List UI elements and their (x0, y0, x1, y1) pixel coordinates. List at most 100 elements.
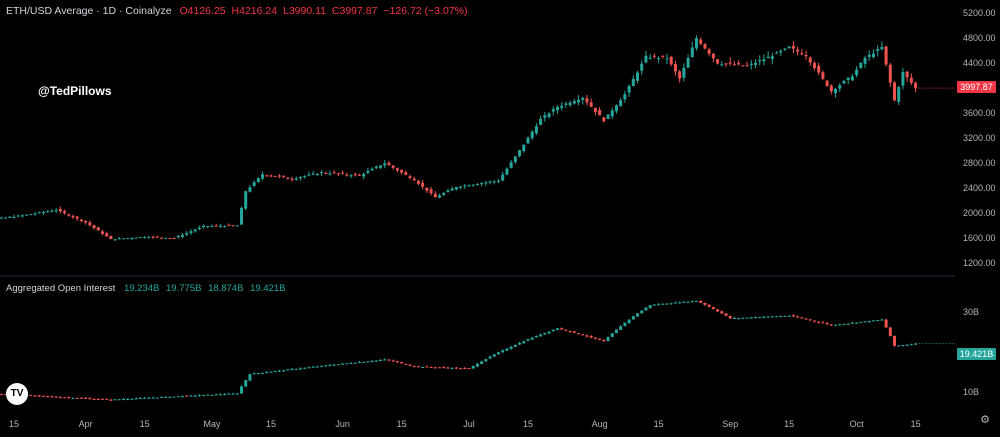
time-axis-label: Sep (722, 419, 738, 429)
price-candle (530, 131, 534, 139)
price-candle (400, 170, 404, 173)
price-candle (623, 94, 627, 100)
oi-candle (227, 393, 231, 395)
oi-candle (223, 394, 227, 396)
oi-candle (46, 396, 50, 398)
price-candle (58, 208, 62, 212)
high-value: H4216.24 (231, 5, 278, 17)
price-candle (357, 174, 361, 176)
price-axis-label: 4400.00 (963, 58, 996, 68)
price-candle (707, 49, 711, 54)
oi-candle (496, 352, 500, 355)
oi-candle (265, 372, 269, 374)
oi-candle (829, 324, 833, 326)
price-candle (33, 213, 37, 215)
price-candle (614, 105, 618, 112)
oi-candle (404, 363, 408, 365)
price-candle (838, 85, 842, 89)
symbol-title[interactable]: ETH/USD Average · 1D · Coinalyze (6, 5, 172, 17)
price-candle (109, 235, 113, 240)
oi-candle (783, 315, 787, 317)
oi-legend: Aggregated Open Interest 19.234B 19.775B… (6, 283, 286, 294)
tradingview-logo-icon[interactable]: TV (6, 383, 28, 405)
price-candle (155, 236, 159, 238)
oi-candle (298, 368, 302, 370)
price-candle (277, 175, 281, 177)
oi-candle (568, 330, 572, 332)
price-candle (737, 63, 741, 65)
price-candle (454, 187, 458, 190)
price-candle (817, 65, 821, 73)
oi-candle (130, 398, 134, 400)
oi-candle (711, 307, 715, 310)
price-candle (640, 63, 644, 71)
time-axis-label: 15 (9, 419, 19, 429)
oi-candle (138, 397, 142, 399)
price-candle (804, 55, 808, 57)
oi-candle (442, 367, 446, 369)
oi-candle (707, 304, 711, 307)
price-candle (206, 226, 210, 228)
oi-candle (593, 337, 597, 339)
price-candle (4, 217, 8, 219)
oi-candle (758, 317, 762, 319)
price-candle (800, 53, 804, 55)
oi-candle (640, 310, 644, 314)
price-candle (825, 80, 829, 86)
price-candle (88, 222, 92, 226)
oi-candle (560, 328, 564, 330)
price-candle (159, 237, 163, 239)
oi-title[interactable]: Aggregated Open Interest (6, 283, 116, 294)
oi-candle (644, 307, 648, 311)
oi-candle (176, 396, 180, 398)
price-candle (248, 187, 252, 192)
price-candle (880, 46, 884, 50)
price-candle (218, 225, 222, 227)
oi-candle (749, 317, 753, 319)
oi-candle (791, 315, 795, 317)
price-candle (808, 57, 812, 63)
oi-candle (113, 399, 117, 401)
oi-candle (690, 301, 694, 303)
oi-candle (324, 365, 328, 367)
price-axis-label: 3600.00 (963, 108, 996, 118)
oi-candle (488, 356, 492, 359)
oi-candle (695, 300, 699, 302)
time-axis-label: 15 (140, 419, 150, 429)
price-candle (829, 85, 833, 92)
oi-candle (240, 386, 244, 394)
gear-icon[interactable]: ⚙ (980, 414, 990, 426)
oi-candle (509, 346, 513, 349)
price-candle (383, 163, 387, 166)
price-candle (505, 168, 509, 175)
price-candle (438, 195, 442, 198)
oi-candle (341, 363, 345, 365)
oi-candle (737, 318, 741, 320)
price-candle (564, 103, 568, 105)
price-candle (92, 225, 96, 229)
price-axis-label: 1200.00 (963, 258, 996, 268)
oi-candle (395, 361, 399, 363)
oi-candle (850, 322, 854, 324)
oi-candle (661, 303, 665, 305)
price-candle (168, 237, 172, 239)
price-candle (311, 173, 315, 175)
price-candle (261, 174, 265, 179)
price-candle (665, 58, 669, 60)
price-candle (728, 62, 732, 64)
price-axis-label: 2800.00 (963, 158, 996, 168)
oi-candle (905, 344, 909, 346)
price-axis-label: 2000.00 (963, 208, 996, 218)
price-candle (117, 238, 121, 240)
time-axis-label: 15 (911, 419, 921, 429)
price-candle (475, 184, 479, 186)
price-candle (863, 57, 867, 64)
oi-candle (732, 318, 736, 320)
price-candle (227, 224, 231, 226)
oi-candle (501, 350, 505, 353)
price-candle (370, 168, 374, 171)
oi-candle (294, 368, 298, 370)
oi-axis-label: 10B (963, 387, 979, 397)
